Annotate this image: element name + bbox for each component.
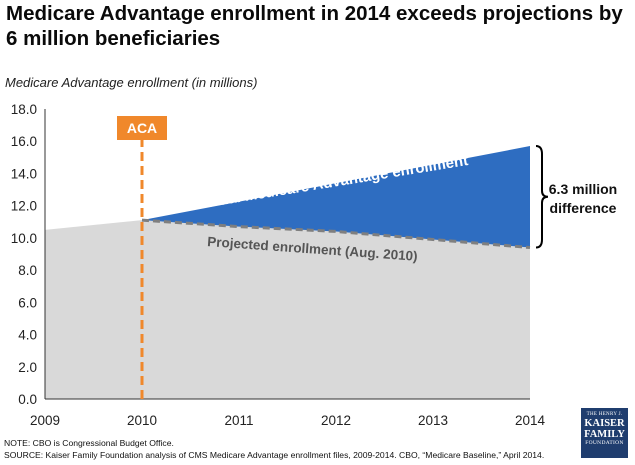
difference-label-line2: difference <box>550 200 617 216</box>
x-tick-label: 2014 <box>515 413 546 428</box>
y-tick-label: 2.0 <box>18 360 37 375</box>
y-tick-label: 12.0 <box>11 199 37 214</box>
difference-label-line1: 6.3 million <box>549 181 617 197</box>
logo-line4: FOUNDATION <box>585 440 624 446</box>
y-tick-label: 16.0 <box>11 134 37 149</box>
x-tick-label: 2012 <box>321 413 351 428</box>
logo-line2: KAISER <box>584 418 625 429</box>
y-axis-title: Medicare Advantage enrollment (in millio… <box>5 75 257 90</box>
difference-brace <box>535 145 549 249</box>
y-axis-ticks: 0.0 2.0 4.0 6.0 8.0 10.0 12.0 14.0 16.0 18.0 <box>11 102 37 407</box>
source-text: SOURCE: Kaiser Family Foundation analysi… <box>4 450 545 460</box>
logo-line3: FAMILY <box>584 429 625 440</box>
chart-title: Medicare Advantage enrollment in 2014 ex… <box>6 2 623 50</box>
y-tick-label: 14.0 <box>11 166 37 181</box>
x-tick-label: 2011 <box>224 413 253 428</box>
plot-area <box>44 109 531 400</box>
y-tick-label: 8.0 <box>18 263 37 278</box>
y-tick-label: 18.0 <box>11 102 37 117</box>
projected-line <box>141 218 531 250</box>
y-tick-label: 4.0 <box>18 328 37 343</box>
y-tick-label: 0.0 <box>18 392 37 407</box>
note-text: NOTE: CBO is Congressional Budget Office… <box>4 438 174 448</box>
actual-area <box>142 146 530 248</box>
x-tick-label: 2010 <box>127 413 157 428</box>
logo-line1: THE HENRY J. <box>586 412 623 417</box>
x-tick-label: 2013 <box>418 413 448 428</box>
aca-label: ACA <box>127 120 157 136</box>
kff-logo[interactable]: THE HENRY J. KAISER FAMILY FOUNDATION <box>581 408 628 458</box>
y-tick-label: 6.0 <box>18 295 37 310</box>
projected-area <box>45 220 530 399</box>
x-tick-label: 2009 <box>30 413 60 428</box>
y-tick-label: 10.0 <box>11 231 37 246</box>
aca-label-box <box>117 116 167 140</box>
x-axis-ticks: 2009 2010 2011 2012 2013 2014 <box>30 413 546 428</box>
